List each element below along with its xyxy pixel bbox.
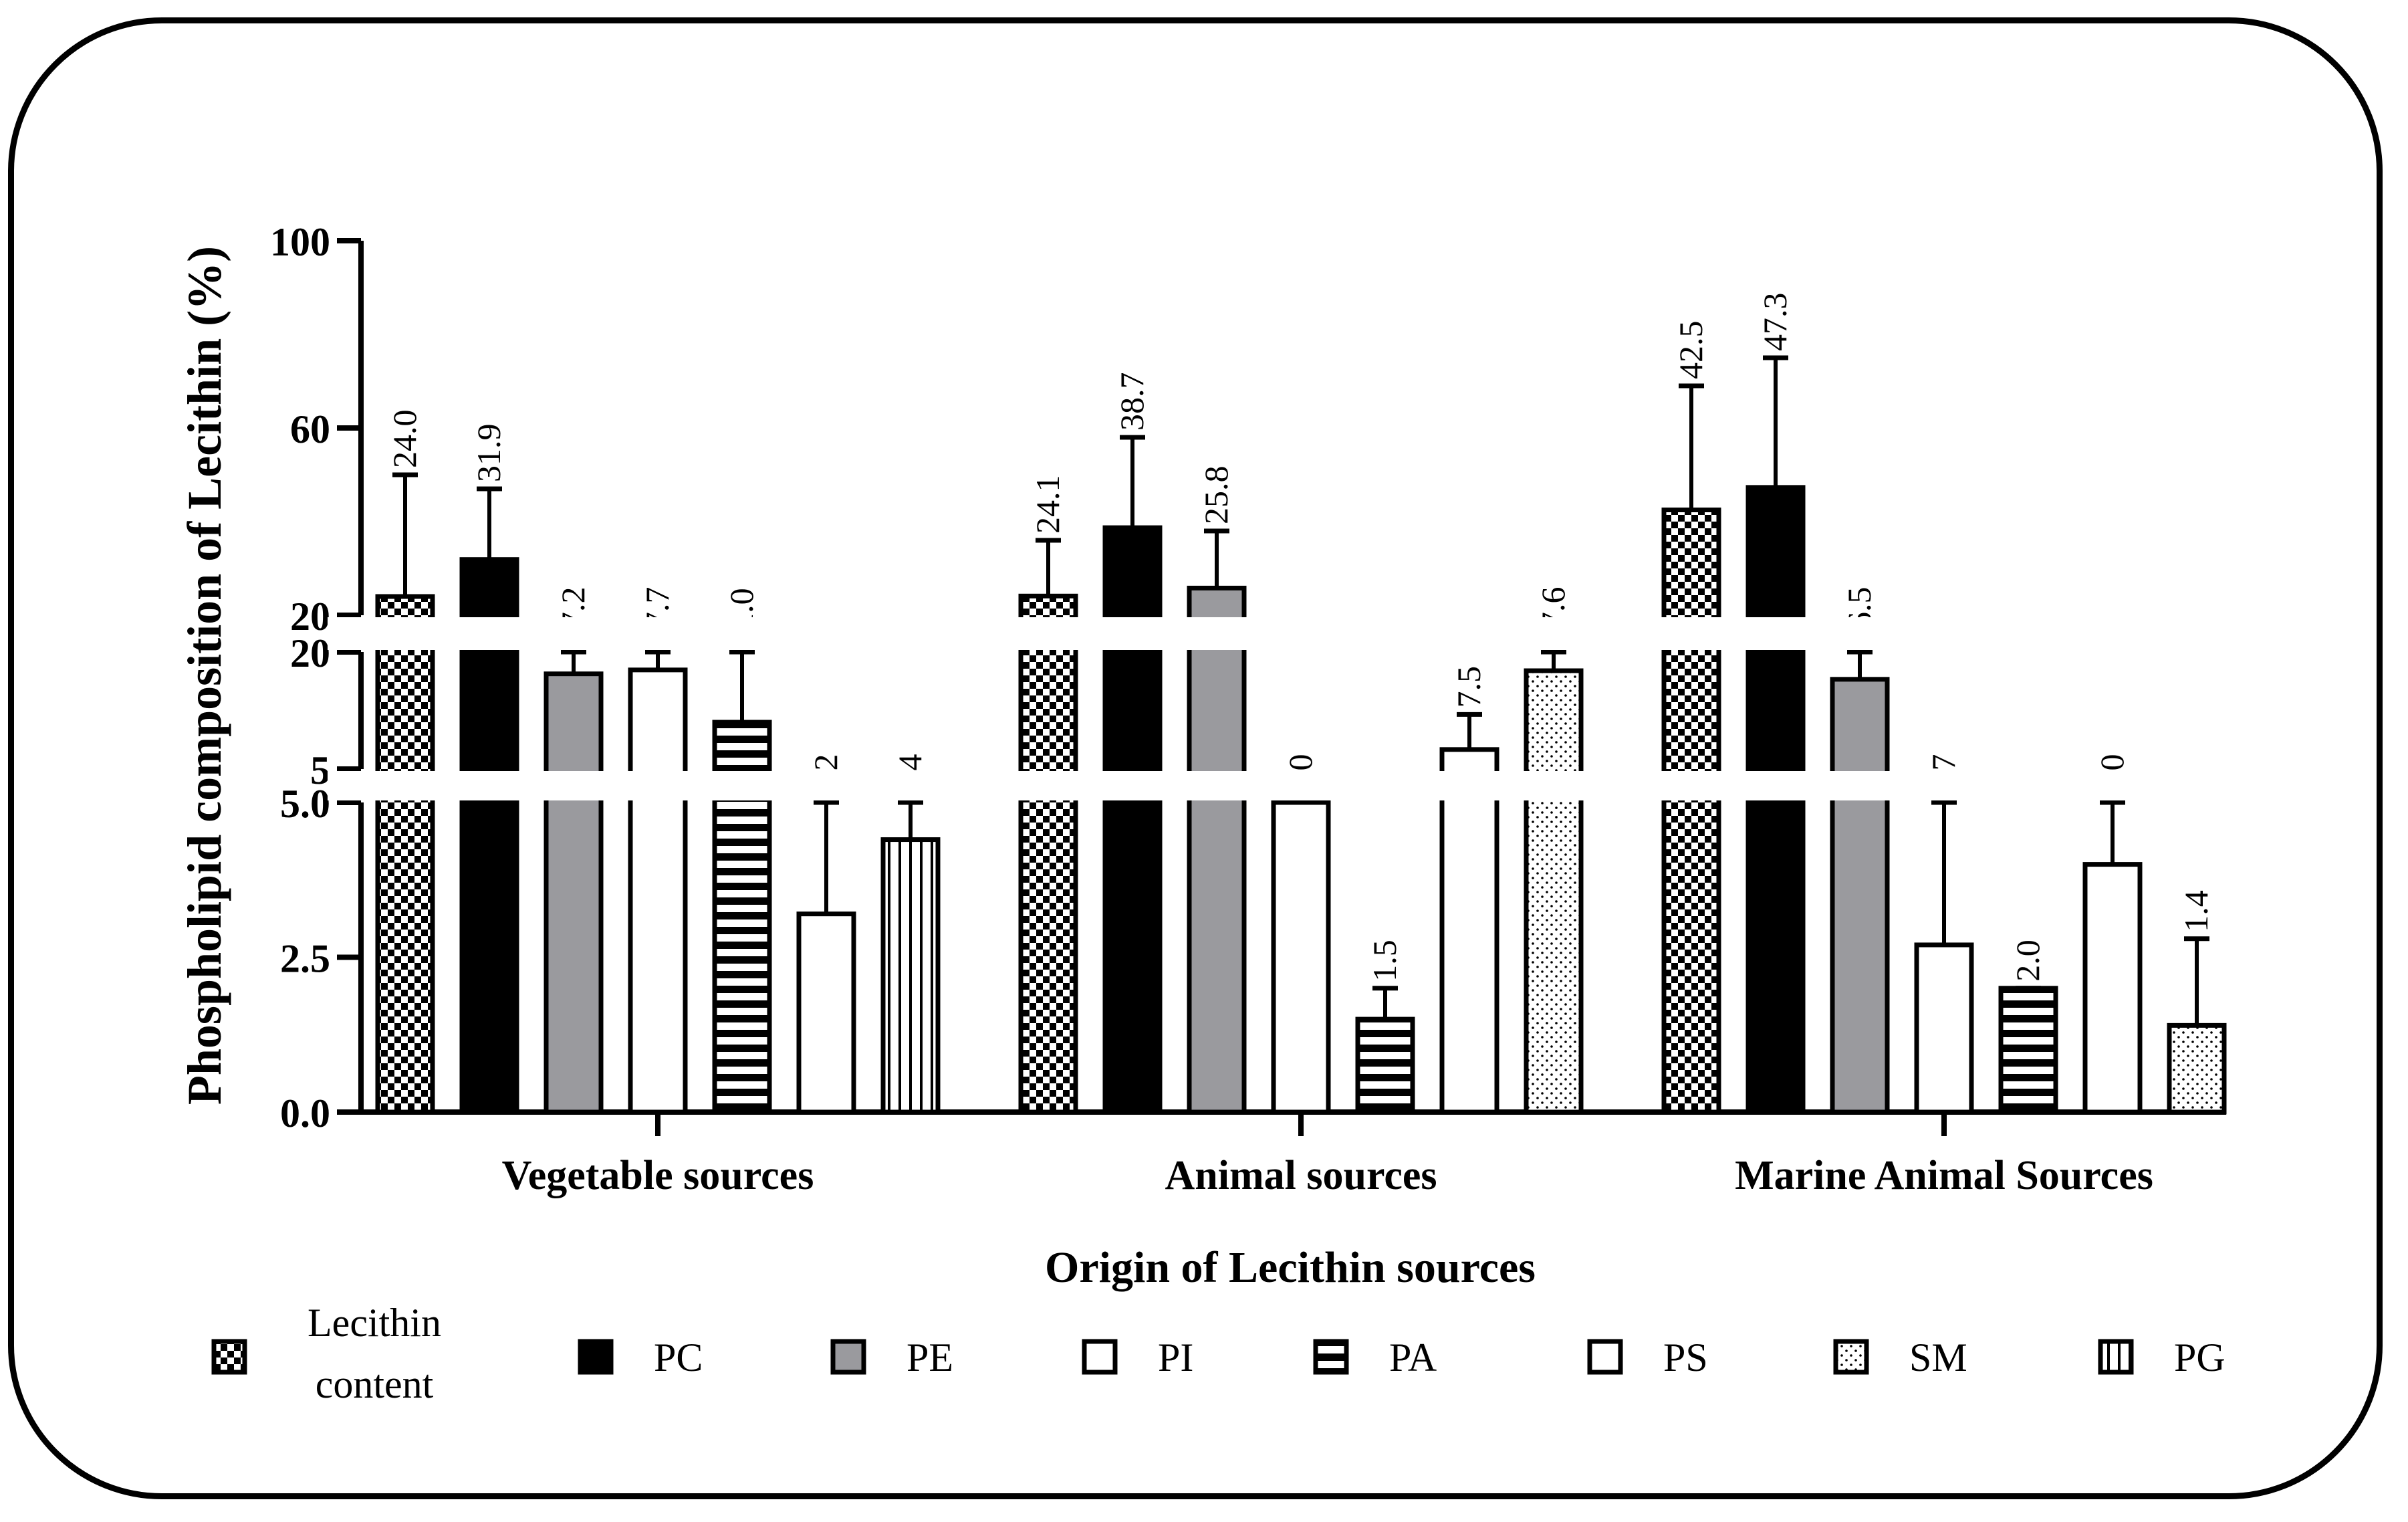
legend-swatch <box>1313 1339 1349 1375</box>
legend-swatch <box>211 1339 247 1375</box>
bars: 24.031.917.217.711.03.24.424.138.725.85.… <box>328 293 2233 1115</box>
bar-pi <box>1271 800 1331 1115</box>
bar-value-label: 38.7 <box>1113 372 1151 431</box>
x-axis-title: Origin of Lecithin sources <box>1045 1243 1536 1292</box>
bar-pe <box>1830 677 1890 1115</box>
legend: Lecithin content PC PE PI PA PS SM PG <box>211 1301 2225 1406</box>
legend-label: PS <box>1663 1335 1708 1380</box>
legend-item-ps: PS <box>1587 1335 1708 1380</box>
bar-group: 24.138.725.85.01.57.517.6 <box>1018 372 1584 1115</box>
bar-value-label: 31.9 <box>470 424 507 483</box>
bar-lecithin <box>1661 508 1721 1115</box>
bar-value-label: 2.0 <box>2009 940 2046 982</box>
bar-lecithin <box>375 594 435 1115</box>
legend-swatch <box>2098 1339 2134 1375</box>
y-tick-label: 0.0 <box>280 1091 330 1135</box>
legend-label: PC <box>654 1335 703 1380</box>
y-tick-label: 20 <box>290 594 330 639</box>
bar-value-label: 1.4 <box>2177 890 2215 932</box>
legend-item-pc: PC <box>578 1335 703 1380</box>
bar-sm <box>1524 668 1584 1115</box>
bar-value-label: 47.3 <box>1756 293 1794 352</box>
y-tick-label: 2.5 <box>280 937 330 981</box>
category-label: Vegetable sources <box>502 1153 814 1198</box>
bar-value-label: 1.5 <box>1366 940 1403 982</box>
legend-label: PE <box>907 1335 953 1380</box>
category-label: Animal sources <box>1165 1153 1437 1198</box>
legend-label: PA <box>1389 1335 1437 1380</box>
bar-pi <box>628 667 688 1115</box>
legend-swatch <box>830 1339 866 1375</box>
bar-pa <box>1355 1016 1415 1115</box>
bar-pc <box>459 557 519 1115</box>
legend-item-pa: PA <box>1313 1335 1437 1380</box>
legend-item-lecithin: Lecithin content <box>211 1301 441 1406</box>
bar-pg <box>880 837 941 1115</box>
axis-break <box>328 617 2233 650</box>
legend-label: PG <box>2174 1335 2225 1380</box>
legend-item-sm: SM <box>1833 1335 1967 1380</box>
bar-ps <box>1439 747 1499 1115</box>
bar-pi <box>1914 942 1974 1115</box>
bar-value-label: 42.5 <box>1672 321 1709 380</box>
bar-pe <box>544 671 604 1115</box>
legend-item-pe: PE <box>830 1335 953 1380</box>
y-tick-label: 100 <box>270 220 330 264</box>
legend-label: PI <box>1158 1335 1193 1380</box>
bar-value-label: 24.0 <box>386 410 423 469</box>
axis-break <box>328 771 2233 800</box>
legend-label: Lecithin <box>308 1301 441 1345</box>
legend-swatch <box>1587 1339 1623 1375</box>
bar-pc <box>1102 525 1163 1115</box>
bar-group: 24.031.917.217.711.03.24.4 <box>375 410 941 1115</box>
y-tick-label: 5 <box>310 748 330 792</box>
category-label: Marine Animal Sources <box>1735 1153 2153 1198</box>
bar-value-label: 25.8 <box>1197 466 1235 525</box>
y-tick-label: 20 <box>290 631 330 675</box>
y-tick-label: 5.0 <box>280 782 330 826</box>
legend-swatch <box>1082 1339 1118 1375</box>
legend-item-pg: PG <box>2098 1335 2225 1380</box>
bar-value-label: 24.1 <box>1029 475 1066 534</box>
legend-swatch <box>578 1339 614 1375</box>
bar-lecithin <box>1018 593 1078 1115</box>
legend-swatch <box>1833 1339 1869 1375</box>
y-axis-title: Phospholipid composition of Lecithin (%) <box>178 246 231 1105</box>
legend-label: SM <box>1909 1335 1967 1380</box>
legend-item-pi: PI <box>1082 1335 1193 1380</box>
bar-pe <box>1187 585 1247 1115</box>
legend-label-line2: content <box>316 1362 434 1406</box>
bar-ps <box>2082 862 2143 1115</box>
bar-sm <box>2167 1022 2227 1115</box>
y-tick-label: 60 <box>290 407 330 451</box>
bar-ps <box>796 911 856 1115</box>
bar-group: 42.547.316.52.72.04.01.4 <box>1661 293 2227 1115</box>
bar-pa <box>1998 986 2058 1115</box>
bar-value-label: 7.5 <box>1450 666 1487 708</box>
